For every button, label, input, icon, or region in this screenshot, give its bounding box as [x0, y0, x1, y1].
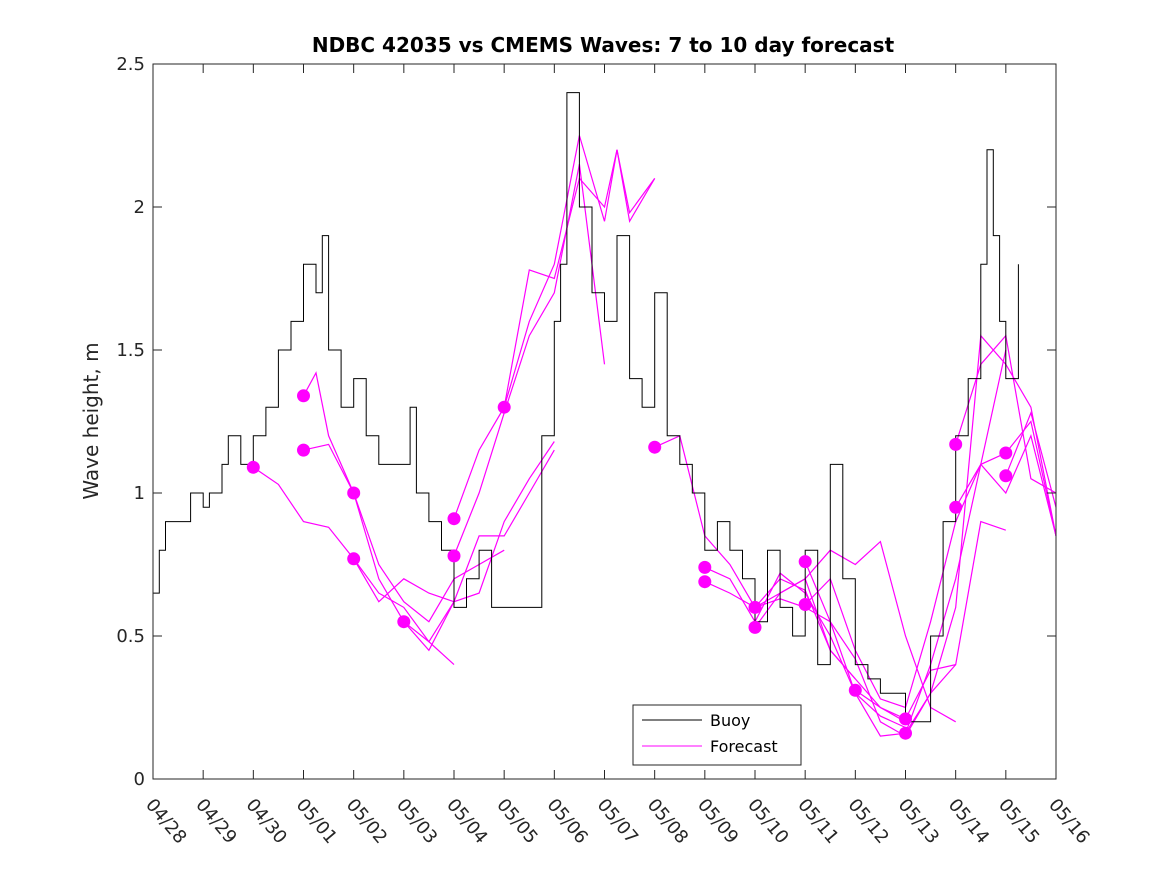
forecast-line-2	[302, 371, 455, 643]
y-tick-label: 1	[134, 483, 145, 504]
forecast-start-marker	[949, 437, 963, 451]
forecast-start-marker	[347, 552, 361, 566]
legend-buoy-label: Buoy	[710, 711, 750, 730]
forecast-start-marker	[347, 486, 361, 500]
forecast-start-marker	[798, 555, 812, 569]
forecast-line-3	[303, 443, 505, 623]
plot-area: 04/28 04/29 04/30 05/01 05/02 05/03 05/04 05/05…	[116, 54, 1093, 848]
y-tick-label: 0	[134, 769, 145, 790]
forecast-start-marker	[698, 575, 712, 589]
forecast-line-13	[754, 540, 956, 723]
legend: Buoy Forecast	[632, 704, 802, 766]
forecast-start-marker	[899, 712, 912, 726]
forecast-line-8	[503, 149, 656, 408]
y-tick-label: 0.5	[116, 626, 145, 647]
forecast-start-marker	[899, 726, 912, 740]
y-axis-label: Wave height, m	[79, 342, 103, 499]
chart-title: NDBC 42035 vs CMEMS Waves: 7 to 10 day f…	[312, 33, 895, 57]
forecast-start-marker	[748, 620, 762, 634]
forecast-start-marker	[497, 400, 511, 414]
forecast-line-20	[1005, 410, 1057, 508]
forecast-start-marker	[297, 443, 310, 457]
forecast-start-marker	[949, 500, 963, 514]
forecast-start-marker	[397, 615, 411, 629]
forecast-line-5	[403, 449, 555, 652]
y-tick-label: 2.5	[116, 54, 145, 75]
forecast-start-marker	[999, 469, 1013, 483]
forecast-start-marker	[447, 512, 461, 526]
legend-box	[632, 704, 802, 766]
legend-forecast-label: Forecast	[710, 737, 778, 756]
forecast-start-marker	[848, 683, 862, 697]
forecast-start-marker	[297, 389, 310, 403]
forecast-start-marker	[798, 598, 812, 611]
y-tick-label: 1.5	[116, 340, 145, 361]
forecast-start-marker	[648, 440, 662, 454]
forecast-start-marker	[999, 446, 1013, 460]
forecast-start-marker	[246, 460, 260, 474]
forecast-start-marker	[748, 600, 762, 614]
buoy-line	[153, 92, 1019, 723]
axes-background	[153, 64, 1056, 779]
forecast-line-15	[804, 433, 1057, 709]
forecast-start-marker	[698, 560, 712, 574]
forecast-start-marker	[447, 549, 461, 563]
y-tick-label: 2	[134, 197, 145, 218]
